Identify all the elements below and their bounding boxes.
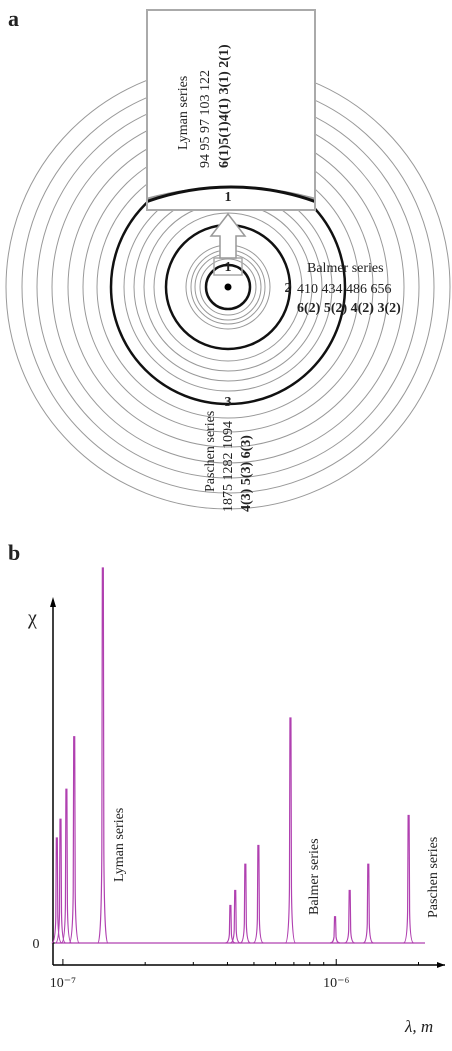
series-annotation: Balmer series [307,838,322,915]
transitions: 6(1)5(1)4(1) 3(1) 2(1) [217,44,232,168]
wavelengths: 1875 1282 1094 [221,421,236,512]
orbit-label: 1 [225,260,232,275]
y-axis-label: χ [27,607,37,629]
orbit-label: 3 [225,395,232,410]
peak [403,814,414,944]
inset-orbit [148,185,314,203]
series-name: Lyman series [176,76,191,150]
series-name: Paschen series [203,411,218,492]
peak [51,837,63,944]
peak [240,863,251,944]
transitions: 6(2) 5(2) 4(2) 3(2) [297,301,401,316]
orbit [204,263,252,311]
spectrum-chart: b χ λ, m 0 10⁻⁷ 10⁻⁶ Lyman series Balmer series… [8,540,445,1036]
x-axis-label: λ, m [404,1017,433,1036]
peak [61,788,72,944]
series-annotation: Lyman series [112,808,127,882]
series-annotation: Paschen series [426,837,441,918]
series-name: Balmer series [307,261,384,276]
peak [329,916,341,944]
wavelengths: 94 95 97 103 122 [198,70,213,168]
orbit-label: 2 [285,281,292,296]
panel-label: b [8,540,20,565]
panel-label: a [8,6,19,31]
peak [253,844,264,944]
nucleus [224,283,232,291]
peak [230,889,241,944]
peak [284,717,297,944]
zoom-arrow [209,212,247,259]
wavelengths: 410 434 486 656 [297,282,392,297]
transitions: 4(3) 5(3) 6(3) [239,435,254,512]
y-tick-label: 0 [33,937,40,952]
peak [344,889,355,944]
inset-frame [146,9,316,211]
peak [68,736,80,944]
x-axis-arrow [437,962,445,968]
peak [97,567,109,944]
x-tick-label: 10⁻⁶ [323,976,349,991]
peak [225,904,236,944]
inset-arcs [148,185,314,203]
x-tick-label: 10⁻⁷ [50,976,76,991]
peak [363,863,374,944]
orbit-label: 1 [225,190,232,205]
y-axis-arrow [50,597,56,607]
orbit [199,258,257,316]
